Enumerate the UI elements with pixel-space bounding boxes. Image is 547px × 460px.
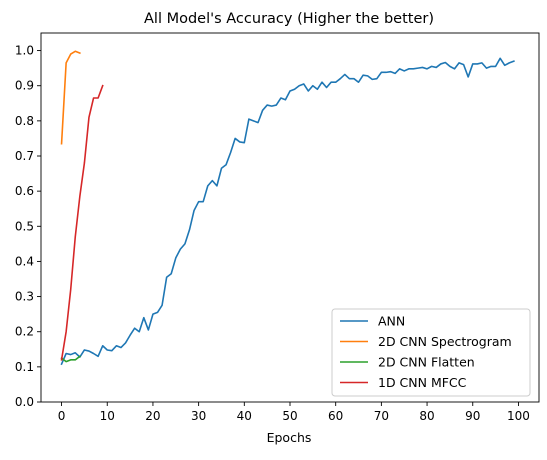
- x-tick-label: 60: [328, 409, 343, 423]
- y-tick-label: 0.7: [15, 149, 34, 163]
- series-line-ann: [60, 57, 515, 366]
- legend-label: 2D CNN Flatten: [378, 355, 475, 370]
- series-line-2d-cnn-flatten: [60, 355, 81, 363]
- y-tick-label: 0.1: [15, 360, 34, 374]
- x-tick-label: 50: [282, 409, 297, 423]
- y-tick-label: 0.9: [15, 79, 34, 93]
- y-tick-label: 0.3: [15, 290, 34, 304]
- chart-title: All Model's Accuracy (Higher the better): [144, 11, 434, 27]
- x-tick-label: 0: [58, 409, 66, 423]
- x-tick-label: 10: [100, 409, 115, 423]
- legend-box: [331, 308, 531, 397]
- legend-label: 2D CNN Spectrogram: [378, 334, 512, 349]
- y-tick-label: 0.4: [15, 254, 34, 268]
- y-tick-label: 0.5: [15, 219, 34, 233]
- x-axis-label: Epochs: [267, 430, 312, 445]
- y-tick-label: 1.0: [15, 44, 34, 58]
- x-tick-label: 100: [507, 409, 530, 423]
- x-tick-label: 80: [419, 409, 434, 423]
- y-tick-label: 0.2: [15, 325, 34, 339]
- x-tick-label: 70: [374, 409, 389, 423]
- series-line-1d-cnn-mfcc: [60, 84, 104, 361]
- y-tick-label: 0.0: [15, 395, 34, 409]
- y-tick-label: 0.6: [15, 184, 34, 198]
- plot-frame: [40, 32, 540, 403]
- legend-label: ANN: [378, 314, 405, 329]
- x-tick-label: 30: [191, 409, 206, 423]
- legend-label: 1D CNN MFCC: [378, 375, 467, 390]
- x-tick-label: 40: [237, 409, 252, 423]
- x-tick-label: 90: [465, 409, 480, 423]
- legend: ANN 2D CNN Spectrogram 2D CNN Flatten 1D CN…: [331, 308, 531, 397]
- y-tick-label: 0.8: [15, 114, 34, 128]
- x-tick-label: 20: [145, 409, 160, 423]
- series-line-2d-cnn-spectrogram: [60, 50, 81, 145]
